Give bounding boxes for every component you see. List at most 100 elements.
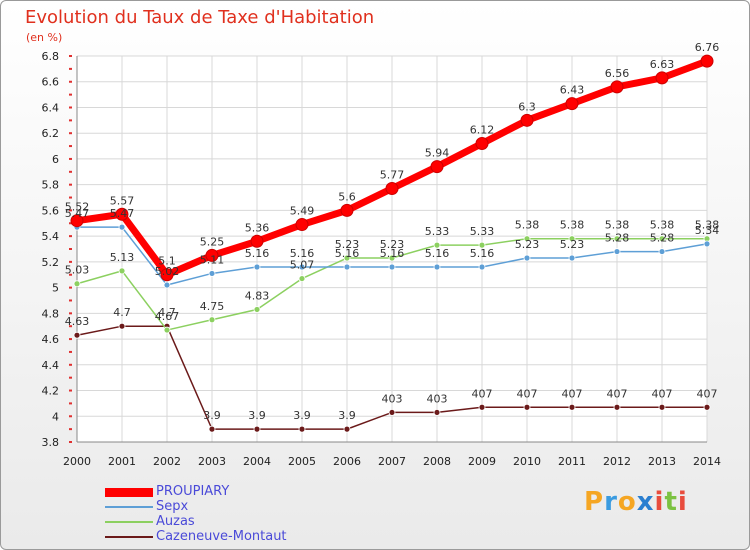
data-label: 6.56 (605, 67, 630, 80)
y-tick-label: 6.2 (42, 127, 60, 140)
data-point (343, 425, 351, 433)
data-label: 407 (517, 387, 538, 400)
data-point (613, 248, 621, 255)
data-label: 5.38 (695, 219, 720, 232)
legend-swatch (105, 487, 153, 497)
y-tick-label: 6.6 (42, 76, 60, 89)
data-point (565, 97, 579, 111)
data-label: 5.23 (380, 238, 405, 251)
data-point (700, 54, 714, 68)
x-tick-label: 2008 (423, 455, 451, 468)
data-label: 5.25 (200, 235, 225, 248)
data-label: 407 (472, 387, 493, 400)
data-point (658, 248, 666, 255)
data-label: 5.38 (560, 219, 585, 232)
data-point (523, 403, 531, 411)
data-label: 5.11 (200, 253, 225, 266)
data-point (658, 235, 666, 243)
data-point (703, 240, 711, 248)
data-point (73, 331, 81, 339)
data-label: 5.49 (290, 205, 315, 218)
data-label: 407 (697, 387, 718, 400)
y-tick-label: 5.4 (42, 230, 60, 243)
data-point (568, 235, 576, 243)
x-tick-label: 2007 (378, 455, 406, 468)
y-tick-label: 6.4 (42, 101, 60, 114)
data-point (295, 218, 309, 232)
x-tick-label: 2011 (558, 455, 586, 468)
data-point (430, 160, 444, 174)
data-label: 4.67 (155, 310, 180, 323)
data-label: 407 (607, 387, 628, 400)
chart-subtitle: (en %) (26, 31, 63, 44)
data-point (163, 326, 171, 334)
data-point (298, 263, 306, 271)
data-label: 6.12 (470, 123, 495, 136)
data-label: 5.23 (515, 238, 540, 251)
data-label: 5.02 (155, 265, 180, 278)
data-point (208, 270, 216, 277)
y-tick-label: 4.8 (42, 307, 60, 320)
data-label: 5.33 (425, 225, 450, 238)
data-label: 5.16 (335, 247, 360, 260)
data-label: 5.38 (605, 219, 630, 232)
x-tick-label: 2004 (243, 455, 271, 468)
data-point (253, 306, 261, 313)
logo-letter: P (584, 487, 605, 517)
logo-letter: t (664, 487, 678, 517)
data-label: 403 (382, 392, 403, 405)
data-label: 5.38 (515, 219, 540, 232)
data-label: 5.16 (380, 247, 405, 260)
y-tick-label: 5.6 (42, 204, 60, 217)
data-label: 3.9 (338, 409, 356, 422)
data-point (433, 263, 441, 271)
data-point (523, 235, 531, 243)
y-tick-label: 3.8 (42, 436, 60, 449)
x-tick-label: 2002 (153, 455, 181, 468)
data-point (388, 254, 396, 262)
data-label: 5.23 (335, 238, 360, 251)
data-point (205, 248, 219, 262)
data-point (118, 223, 126, 231)
data-label: 5.47 (65, 207, 90, 220)
data-label: 407 (562, 387, 583, 400)
data-point (475, 136, 489, 150)
data-point (160, 268, 174, 282)
data-label: 5.16 (470, 247, 495, 260)
data-label: 5.16 (290, 247, 315, 260)
data-point (253, 263, 261, 271)
data-label: 5.1 (158, 255, 176, 268)
legend-label: Cazeneuve-Montaut (156, 529, 287, 544)
data-point (73, 280, 81, 288)
proxiti-logo: Proxiti (584, 487, 688, 517)
data-point (340, 203, 354, 217)
logo-letter: o (617, 487, 637, 517)
data-label: 5.16 (245, 247, 270, 260)
data-point (388, 263, 396, 271)
x-tick-label: 2013 (648, 455, 676, 468)
data-label: 5.34 (695, 224, 720, 237)
data-label: 4.7 (158, 306, 176, 319)
y-tick-label: 5.2 (42, 256, 60, 269)
data-label: 5.77 (380, 169, 405, 182)
legend-swatch (105, 536, 153, 538)
data-point (610, 80, 624, 94)
data-label: 6.3 (518, 100, 536, 113)
data-label: 6.43 (560, 84, 585, 97)
logo-letter: i (654, 487, 665, 517)
data-point (520, 113, 534, 127)
data-point (613, 235, 621, 243)
data-label: 4.75 (200, 300, 225, 313)
data-label: 5.03 (65, 264, 90, 277)
data-label: 5.57 (110, 194, 135, 207)
data-point (118, 322, 126, 330)
data-label: 5.13 (110, 251, 135, 264)
data-point (388, 409, 396, 416)
data-point (343, 254, 351, 262)
x-tick-label: 2005 (288, 455, 316, 468)
data-point (478, 241, 486, 249)
logo-letter: x (636, 487, 655, 517)
x-tick-label: 2001 (108, 455, 136, 468)
data-point (568, 254, 576, 262)
